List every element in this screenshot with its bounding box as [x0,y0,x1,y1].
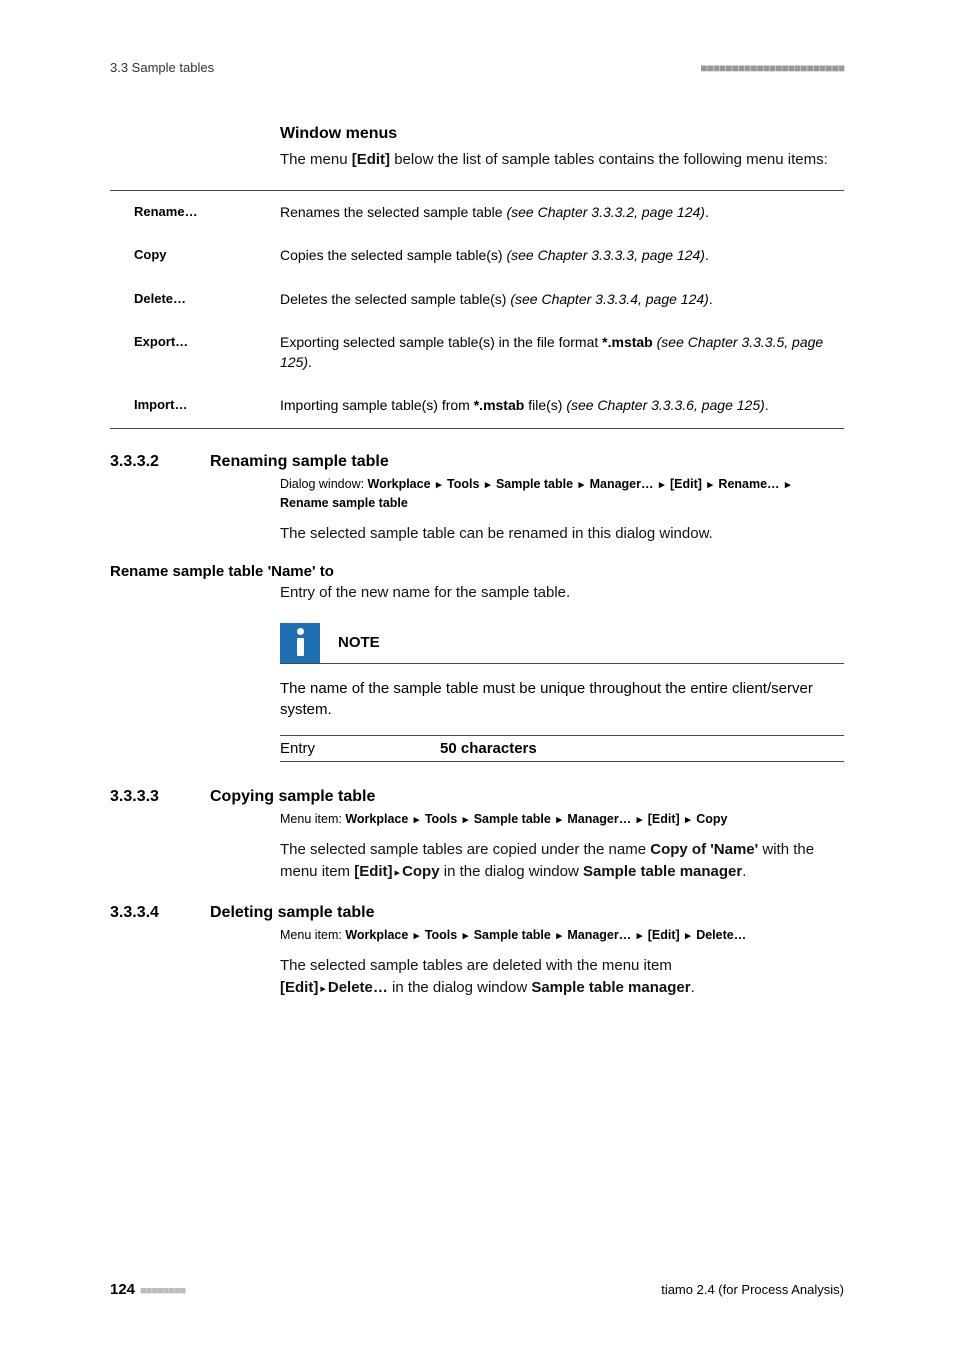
text: Importing sample table(s) from [280,397,474,413]
menu-label-export: Export… [110,321,280,384]
text: Renames the selected sample table [280,204,506,220]
text: . [765,397,769,413]
note-text: The name of the sample table must be uni… [280,678,844,722]
section-number: 3.3.3.2 [110,453,210,471]
text: . [691,979,695,996]
window-menus-block: Window menus The menu [Edit] below the l… [280,125,844,172]
text: The menu [280,151,352,168]
cross-ref: (see Chapter 3.3.3.4, page 124) [510,291,708,307]
arrow-icon: ▸ [393,867,403,879]
text: The selected sample tables are copied un… [280,841,650,858]
menu-label-rename: Rename… [110,190,280,234]
menu-ref: [Edit] [280,979,318,996]
menu-label-copy: Copy [110,234,280,278]
rename-field-label: Rename sample table 'Name' to [110,563,844,580]
section-3334-heading: 3.3.3.4 Deleting sample table [110,904,844,922]
section-title: Deleting sample table [210,904,375,922]
path-label: Menu item: [280,928,345,942]
page-header: 3.3 Sample tables ■■■■■■■■■■■■■■■■■■■■■■… [110,60,844,75]
note-block: NOTE The name of the sample table must b… [280,623,844,763]
text: Copies the selected sample table(s) [280,247,506,263]
menu-path: Menu item: Workplace ▸ Tools ▸ Sample ta… [280,810,844,829]
entry-label: Entry [280,740,440,757]
menu-desc: Copies the selected sample table(s) (see… [280,234,844,278]
table-row: Delete… Deletes the selected sample tabl… [110,278,844,322]
menu-desc: Deletes the selected sample table(s) (se… [280,278,844,322]
menu-ref: [Edit] [354,863,392,880]
dialog-ref: Sample table manager [531,979,690,996]
text: Exporting selected sample table(s) in th… [280,334,602,350]
arrow-icon: ▸ [318,983,328,995]
path-label: Menu item: [280,812,345,826]
text: file(s) [524,397,566,413]
section-number: 3.3.3.4 [110,904,210,922]
section-3333-heading: 3.3.3.3 Copying sample table [110,788,844,806]
entry-constraint: Entry 50 characters [280,735,844,762]
copy-name: Copy of 'Name' [650,841,758,858]
window-menus-intro: The menu [Edit] below the list of sample… [280,149,844,172]
menu-desc: Importing sample table(s) from *.mstab f… [280,384,844,428]
text: in the dialog window [388,979,531,996]
file-format: *.mstab [474,397,525,413]
header-section: 3.3 Sample tables [110,60,214,75]
table-row: Export… Exporting selected sample table(… [110,321,844,384]
path-label: Dialog window: [280,477,368,491]
text: . [709,291,713,307]
section-3332-heading: 3.3.3.2 Renaming sample table [110,453,844,471]
menu-label-delete: Delete… [110,278,280,322]
text: . [308,354,312,370]
menu-desc: Exporting selected sample table(s) in th… [280,321,844,384]
cross-ref: (see Chapter 3.3.3.2, page 124) [506,204,704,220]
text: . [705,247,709,263]
path-seq: Workplace ▸ Tools ▸ Sample table ▸ Manag… [345,812,727,826]
menu-ref: Delete… [328,979,388,996]
menu-path: Menu item: Workplace ▸ Tools ▸ Sample ta… [280,926,844,945]
dialog-path: Dialog window: Workplace ▸ Tools ▸ Sampl… [280,475,844,513]
dialog-ref: Sample table manager [583,863,742,880]
footer-left: 124 ■■■■■■■■ [110,1281,185,1298]
text: Deletes the selected sample table(s) [280,291,510,307]
table-row: Rename… Renames the selected sample tabl… [110,190,844,234]
text: in the dialog window [440,863,583,880]
field-description: Entry of the new name for the sample tab… [280,582,844,605]
section-number: 3.3.3.3 [110,788,210,806]
menu-desc: Renames the selected sample table (see C… [280,190,844,234]
menu-label-import: Import… [110,384,280,428]
text: The selected sample tables are deleted w… [280,957,672,974]
menu-items-table: Rename… Renames the selected sample tabl… [110,190,844,430]
section-body: The selected sample tables are deleted w… [280,955,844,1000]
info-icon [280,623,320,663]
cross-ref: (see Chapter 3.3.3.6, page 125) [566,397,764,413]
section-body: The selected sample table can be renamed… [280,523,844,546]
text: . [742,863,746,880]
note-label: NOTE [338,634,380,651]
entry-value: 50 characters [440,740,537,757]
cross-ref: (see Chapter 3.3.3.3, page 124) [506,247,704,263]
text: . [705,204,709,220]
page-number: 124 [110,1281,135,1298]
section-title: Copying sample table [210,788,375,806]
edit-menu-ref: [Edit] [352,151,390,168]
table-row: Copy Copies the selected sample table(s)… [110,234,844,278]
text: below the list of sample tables contains… [390,151,828,168]
header-decoration: ■■■■■■■■■■■■■■■■■■■■■■■ [700,61,844,75]
section-title: Renaming sample table [210,453,389,471]
footer-right: tiamo 2.4 (for Process Analysis) [661,1282,844,1297]
path-seq: Workplace ▸ Tools ▸ Sample table ▸ Manag… [345,928,746,942]
footer-decoration: ■■■■■■■■ [140,1285,185,1297]
window-menus-title: Window menus [280,125,844,143]
section-body: The selected sample tables are copied un… [280,839,844,884]
menu-ref: Copy [402,863,440,880]
note-header: NOTE [280,623,844,664]
table-row: Import… Importing sample table(s) from *… [110,384,844,428]
file-format: *.mstab [602,334,653,350]
page-footer: 124 ■■■■■■■■ tiamo 2.4 (for Process Analy… [110,1281,844,1298]
